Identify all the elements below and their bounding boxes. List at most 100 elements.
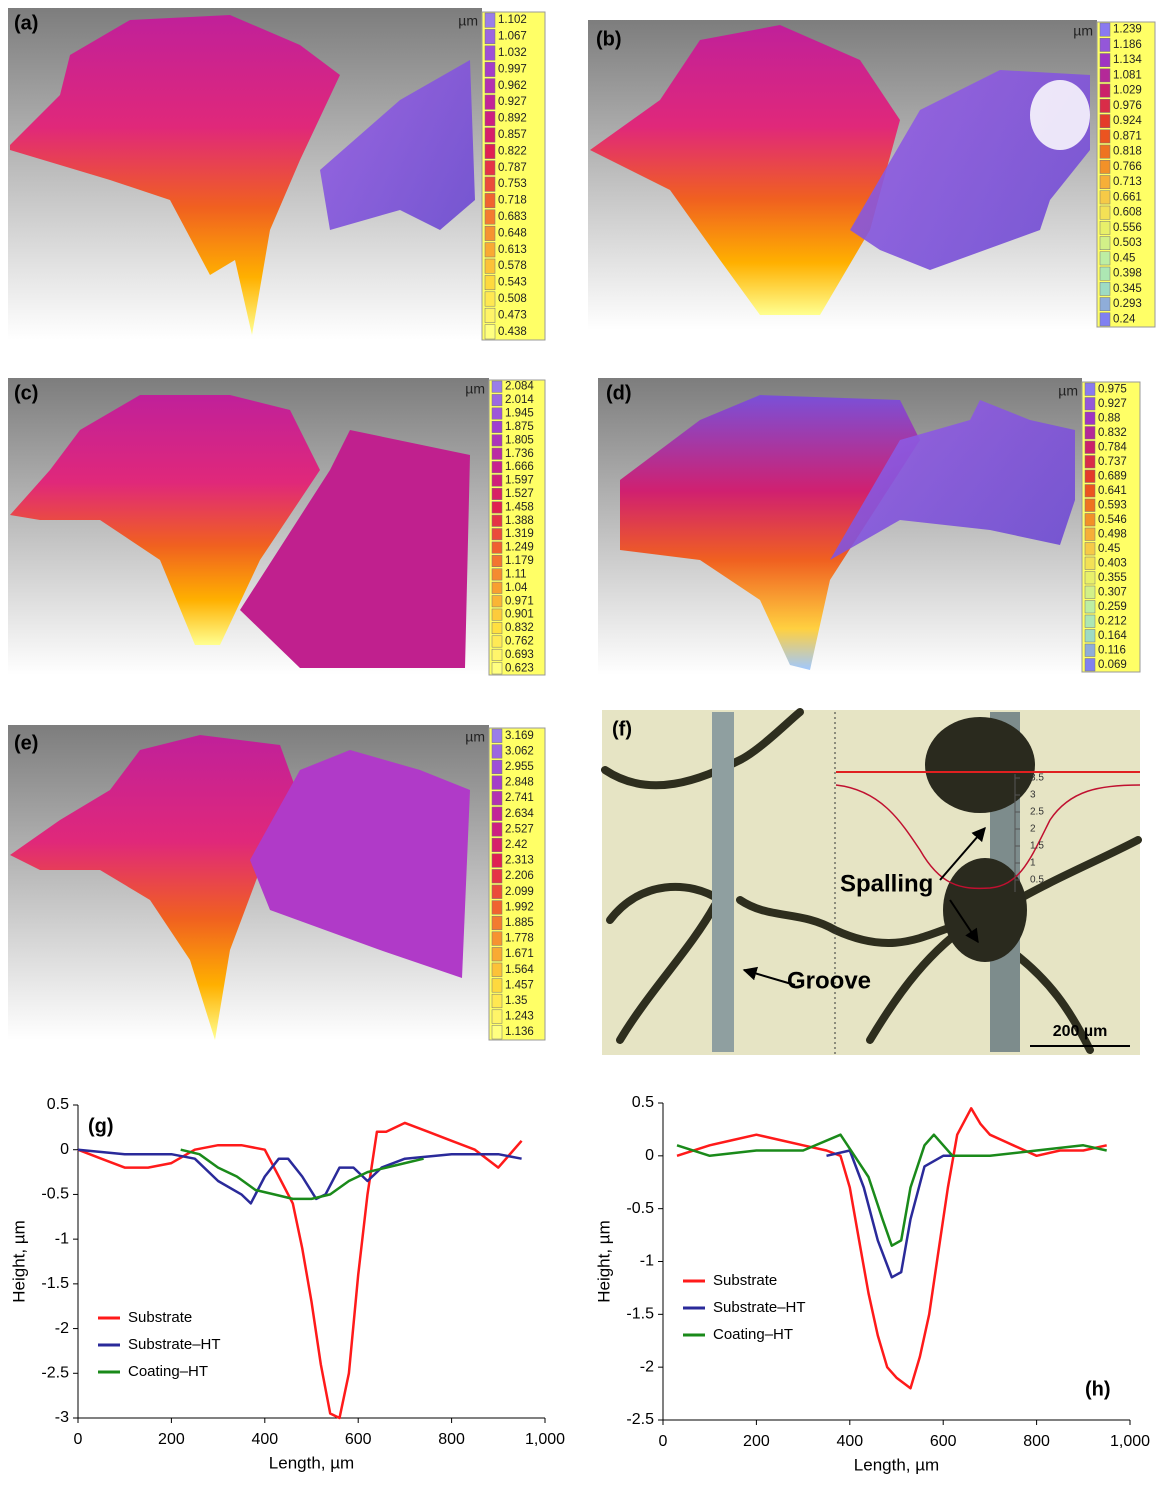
colorbar-label: 0.613 [498,244,527,256]
colorbar-swatch [491,947,503,962]
colorbar-swatch [1099,175,1111,189]
colorbar-swatch [491,775,503,790]
colorbar-swatch [1099,160,1111,174]
colorbar-swatch [1084,426,1096,440]
colorbar-swatch [484,193,496,209]
colorbar-unit: µm [465,729,485,745]
colorbar-label: 1.102 [498,14,527,26]
colorbar-label: 1.875 [505,421,534,433]
colorbar-swatch [484,61,496,77]
colorbar-swatch [1099,53,1111,67]
y-tick-label: -1 [55,1230,69,1247]
series-line [676,1107,1107,1390]
scale-label: 200 µm [1053,1023,1108,1040]
colorbar-swatch [491,461,503,474]
colorbar-swatch [1099,68,1111,83]
y-tick-label: -2 [640,1358,654,1375]
colorbar-label: 1.032 [498,47,527,59]
colorbar-swatch [1099,83,1111,98]
colorbar-label: 1.029 [1113,85,1142,97]
y-tick-label: -2.5 [41,1365,69,1382]
colorbar-swatch [484,258,496,274]
surface-e [8,725,489,1040]
colorbar-label: 0.762 [505,636,534,648]
legend-label: Substrate [713,1272,777,1289]
legend-label: Substrate–HT [713,1299,806,1316]
colorbar-swatch [484,291,496,307]
colorbar-swatch [1084,484,1096,498]
colorbar-swatch [1099,22,1111,37]
colorbar-swatch [491,568,503,581]
y-tick-label: -0.5 [41,1186,69,1203]
colorbar-label: 1.319 [505,528,534,540]
colorbar-swatch [1084,571,1096,585]
colorbar-swatch [491,622,503,635]
colorbar-label: 1.081 [1113,69,1142,81]
colorbar-swatch [491,420,503,433]
colorbar-label: 0.927 [1098,398,1127,410]
profile-tick-label: 2 [1030,824,1036,835]
colorbar-label: 0.546 [1098,514,1127,526]
colorbar-label: 0.438 [498,326,527,338]
colorbar-label: 1.243 [505,1011,534,1023]
colorbar-swatch [1084,397,1096,411]
colorbar-swatch [491,447,503,460]
colorbar-swatch [484,225,496,241]
colorbar-swatch [1084,498,1096,512]
colorbar-swatch [491,394,503,407]
x-tick-label: 200 [158,1431,185,1448]
colorbar-swatch [491,501,503,514]
colorbar-swatch [1099,144,1111,159]
colorbar-label: 2.084 [505,381,534,393]
profile-tick-label: 3 [1030,790,1036,801]
colorbar-label: 2.955 [505,761,534,773]
legend-label: Coating–HT [128,1363,208,1380]
colorbar-swatch [484,143,496,159]
arrow [939,826,986,881]
colorbar-swatch [484,29,496,45]
y-tick-label: 0 [60,1141,69,1158]
colorbar-label: 0.593 [1098,499,1127,511]
colorbar-label: 0.971 [505,595,534,607]
y-axis-title: Height, µm [594,1220,613,1303]
colorbar-label: 0.212 [1098,615,1127,627]
colorbar-label: 3.062 [505,745,534,757]
colorbar-label: 0.901 [505,609,534,621]
colorbar-label: 2.741 [505,792,534,804]
crack [1006,946,1094,1054]
colorbar-swatch [1084,614,1096,628]
colorbar-label: 0.718 [498,195,527,207]
crack [606,882,724,924]
colorbar-swatch [1084,527,1096,541]
colorbar-swatch [1099,312,1111,327]
colorbar-swatch [1084,455,1096,469]
crack [736,896,979,947]
colorbar-label: 0.623 [505,662,534,674]
colorbar-label: 0.259 [1098,601,1127,613]
colorbar-label: 0.927 [498,96,527,108]
colorbar-swatch [1084,382,1096,396]
surface-b [588,20,1097,330]
colorbar-label: 0.508 [498,293,527,305]
colorbar-swatch [484,12,496,28]
colorbar-label: 0.924 [1113,115,1142,127]
colorbar-swatch [1099,297,1111,311]
surface [10,15,340,335]
colorbar-swatch [484,324,496,340]
colorbar [488,727,546,1041]
colorbar-swatch [1084,629,1096,643]
x-tick-label: 600 [345,1431,372,1448]
colorbar-swatch [1099,129,1111,144]
colorbar-label: 2.634 [505,808,534,820]
colorbar-swatch [491,962,503,977]
colorbar-unit: µm [1058,383,1078,399]
surface [10,735,300,1040]
panel-label: (b) [596,28,622,50]
colorbar-swatch [1084,440,1096,454]
colorbar-swatch [1099,99,1111,113]
colorbar-swatch [484,45,496,61]
colorbar-swatch [491,662,503,675]
profile-tick-label: 0.5 [1030,875,1044,886]
colorbar-label: 0.661 [1113,191,1142,203]
